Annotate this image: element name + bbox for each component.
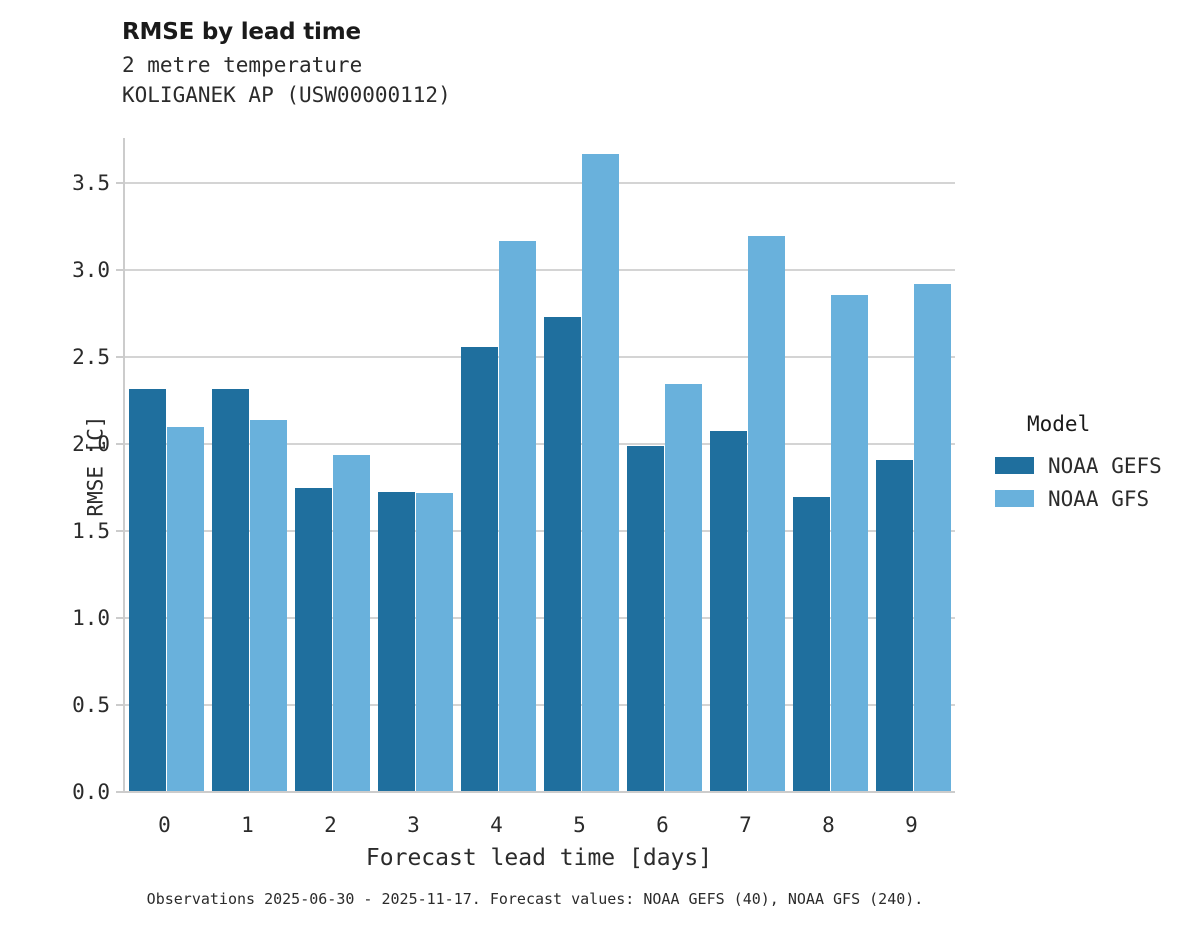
bar-noaa-gefs-day-7[interactable]: [710, 430, 747, 791]
bar-noaa-gefs-day-0[interactable]: [129, 388, 166, 791]
bar-noaa-gefs-day-8[interactable]: [793, 496, 830, 791]
bar-group: [291, 138, 374, 791]
legend: Model NOAA GEFS NOAA GFS: [995, 412, 1185, 515]
bar-group: [374, 138, 457, 791]
chart-subtitle: 2 metre temperature KOLIGANEK AP (USW000…: [122, 53, 451, 107]
y-tick-mark: [116, 529, 123, 532]
bar-noaa-gfs-day-2[interactable]: [333, 454, 370, 791]
bar-noaa-gefs-day-6[interactable]: [627, 446, 664, 791]
legend-item-noaa-gfs[interactable]: NOAA GFS: [995, 482, 1185, 515]
bar-group: [872, 138, 955, 791]
y-tick-label: 3.0: [72, 257, 110, 282]
bar-noaa-gefs-day-3[interactable]: [378, 491, 415, 791]
gridline: [125, 181, 955, 184]
bar-noaa-gfs-day-4[interactable]: [499, 240, 536, 791]
bar-group: [208, 138, 291, 791]
gridline: [125, 703, 955, 706]
bar-group: [789, 138, 872, 791]
bar-noaa-gfs-day-3[interactable]: [416, 493, 453, 791]
y-tick-mark: [116, 181, 123, 184]
legend-swatch-icon: [995, 457, 1034, 474]
x-tick-label: 7: [739, 813, 752, 837]
y-tick-label: 1.5: [72, 518, 110, 543]
gridline: [125, 616, 955, 619]
y-tick-label: 0.5: [72, 692, 110, 717]
y-tick-mark: [116, 442, 123, 445]
bar-group: [706, 138, 789, 791]
bar-noaa-gefs-day-9[interactable]: [876, 460, 913, 791]
legend-item-noaa-gefs[interactable]: NOAA GEFS: [995, 449, 1185, 482]
x-axis-title: Forecast lead time [days]: [365, 845, 713, 871]
bars-layer: [125, 138, 955, 791]
bar-noaa-gefs-day-1[interactable]: [212, 388, 249, 791]
legend-item-label: NOAA GEFS: [1048, 453, 1162, 478]
bar-group: [125, 138, 208, 791]
legend-title: Model: [1027, 412, 1091, 436]
legend-swatch-icon: [995, 490, 1034, 507]
plot-area: 0 1 2 3 4 5 6 7 8 9 RMSE [C]: [84, 138, 955, 837]
footnote: Observations 2025-06-30 - 2025-11-17. Fo…: [146, 890, 924, 908]
x-tick-label: 5: [573, 813, 586, 837]
y-tick-mark: [116, 791, 123, 793]
gridline: [125, 529, 955, 532]
x-tick-label: 4: [490, 813, 503, 837]
y-tick-label: 2.5: [72, 344, 110, 369]
x-tick-label: 0: [158, 813, 171, 837]
y-tick-mark: [116, 703, 123, 706]
y-tick-mark: [116, 616, 123, 619]
x-tick-label: 9: [905, 813, 918, 837]
bar-noaa-gfs-day-7[interactable]: [748, 235, 785, 791]
bar-group: [623, 138, 706, 791]
gridline: [125, 268, 955, 271]
bar-noaa-gfs-day-1[interactable]: [250, 420, 287, 791]
bar-noaa-gfs-day-9[interactable]: [914, 284, 951, 791]
x-tick-label: 3: [407, 813, 420, 837]
bar-noaa-gfs-day-6[interactable]: [665, 383, 702, 791]
x-tick-label: 1: [241, 813, 254, 837]
y-tick-label: 0.0: [72, 780, 110, 804]
gridline: [125, 442, 955, 445]
y-axis-spine: [123, 138, 125, 793]
gridline: [125, 355, 955, 358]
x-axis-spine: [123, 791, 955, 793]
chart-header: RMSE by lead time 2 metre temperature KO…: [122, 18, 1022, 110]
page-title: RMSE by lead time: [122, 19, 361, 45]
legend-item-label: NOAA GFS: [1048, 486, 1150, 511]
x-tick-label: 6: [656, 813, 669, 837]
x-tick-label: 8: [822, 813, 835, 837]
bar-noaa-gfs-day-0[interactable]: [167, 427, 204, 791]
y-tick-label: 1.0: [72, 605, 110, 630]
bar-group: [540, 138, 623, 791]
y-tick-label: 3.5: [72, 170, 110, 195]
bar-noaa-gfs-day-8[interactable]: [831, 294, 868, 791]
y-tick-mark: [116, 268, 123, 271]
y-tick-mark: [116, 355, 123, 358]
y-tick-label: 2.0: [72, 431, 110, 456]
y-axis-title: RMSE [C]: [83, 414, 108, 517]
bar-noaa-gefs-day-4[interactable]: [461, 346, 498, 791]
bar-noaa-gfs-day-5[interactable]: [582, 153, 619, 791]
x-tick-label: 2: [324, 813, 337, 837]
bar-group: [457, 138, 540, 791]
bar-noaa-gefs-day-2[interactable]: [295, 488, 332, 791]
bar-noaa-gefs-day-5[interactable]: [544, 317, 581, 791]
